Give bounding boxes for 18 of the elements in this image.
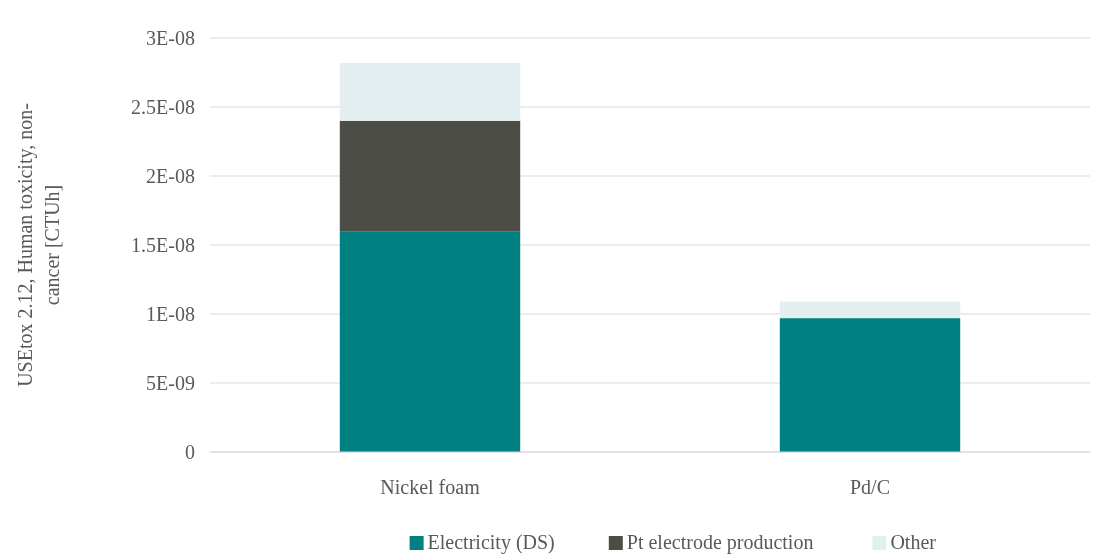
- x-tick-label: Pd/C: [849, 476, 891, 498]
- legend-label: Pt electrode production: [626, 531, 814, 554]
- y-tick-label: 2.5E-08: [131, 96, 195, 118]
- y-tick-label: 3E-08: [146, 27, 195, 49]
- y-tick-label: 1E-08: [146, 303, 195, 325]
- y-tick-label: 5E-09: [146, 372, 195, 394]
- legend-label: Electricity (DS): [427, 531, 555, 554]
- y-tick-label: 0: [185, 441, 195, 463]
- bar: [779, 301, 961, 319]
- x-tick-label: Nickel foam: [380, 476, 481, 498]
- y-tick-label: 2E-08: [146, 165, 195, 187]
- legend-label: Other: [890, 531, 937, 553]
- y-axis-title: USEtox 2.12, Human toxicity, non-cancer [CTUh]: [14, 103, 63, 387]
- bar: [779, 318, 961, 452]
- bar: [339, 62, 521, 121]
- bar: [339, 231, 521, 452]
- bar: [339, 120, 521, 232]
- y-tick-label: 1.5E-08: [131, 234, 195, 256]
